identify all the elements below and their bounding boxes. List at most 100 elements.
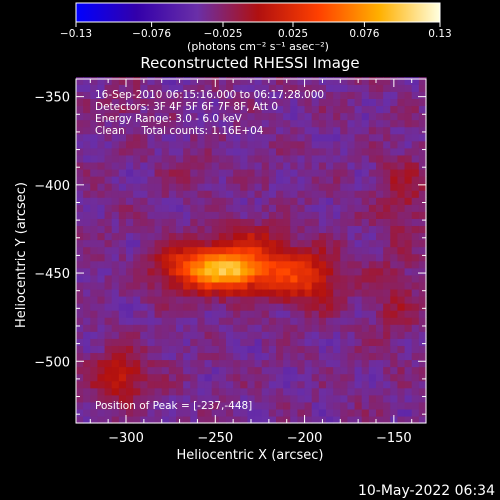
heatmap-cell xyxy=(283,267,291,276)
heatmap-cell xyxy=(390,281,399,290)
heatmap-cell xyxy=(226,133,234,142)
heatmap-cell xyxy=(411,295,420,304)
heatmap-cell xyxy=(326,281,334,290)
heatmap-cell xyxy=(154,176,163,184)
heatmap-cell xyxy=(90,401,99,410)
heatmap-cell xyxy=(83,253,91,262)
heatmap-cell xyxy=(283,288,291,297)
heatmap-cell xyxy=(147,366,156,375)
heatmap-cell xyxy=(311,211,320,219)
heatmap-cell xyxy=(304,126,313,135)
heatmap-cell xyxy=(104,359,113,368)
heatmap-cell xyxy=(147,119,156,128)
heatmap-cell xyxy=(418,352,427,361)
heatmap-cell xyxy=(126,112,134,121)
heatmap-cell xyxy=(111,387,120,396)
heatmap-cell xyxy=(318,190,327,198)
heatmap-cell xyxy=(297,366,306,375)
heatmap-cell xyxy=(404,161,413,170)
heatmap-cell xyxy=(361,253,370,262)
heatmap-cell xyxy=(133,274,141,283)
x-tick-label: −250 xyxy=(197,431,233,446)
heatmap-cell xyxy=(76,288,84,297)
heatmap-cell xyxy=(347,303,356,311)
heatmap-cell xyxy=(161,408,170,417)
heatmap-cell xyxy=(411,154,420,163)
heatmap-cell xyxy=(318,345,327,354)
heatmap-cell xyxy=(268,197,277,205)
heatmap-cell xyxy=(211,267,220,276)
heatmap-cell xyxy=(168,274,177,283)
heatmap-cell xyxy=(268,84,277,92)
heatmap-cell xyxy=(247,84,256,92)
heatmap-cell xyxy=(340,211,349,219)
heatmap-cell xyxy=(311,366,320,375)
heatmap-cell xyxy=(297,401,306,410)
heatmap-cell xyxy=(347,380,356,389)
heatmap-cell xyxy=(304,147,313,156)
heatmap-cell xyxy=(161,91,170,100)
heatmap-cell xyxy=(97,366,106,375)
heatmap-cell xyxy=(197,218,206,227)
heatmap-cell xyxy=(404,317,413,325)
heatmap-cell xyxy=(390,366,399,375)
heatmap-cell xyxy=(197,204,206,212)
heatmap-cell xyxy=(211,218,220,227)
heatmap-cell xyxy=(268,161,277,170)
heatmap-cell xyxy=(397,253,406,262)
heatmap-cell xyxy=(204,324,213,332)
heatmap-cell xyxy=(240,119,249,128)
heatmap-cell xyxy=(133,281,141,290)
heatmap-cell xyxy=(383,415,391,424)
heatmap-cell xyxy=(340,190,349,198)
heatmap-cell xyxy=(126,246,134,255)
heatmap-cell xyxy=(126,380,134,389)
heatmap-cell xyxy=(404,387,413,396)
heatmap-cell xyxy=(147,140,156,149)
heatmap-cell xyxy=(240,232,249,241)
heatmap-cell xyxy=(90,140,99,149)
heatmap-cell xyxy=(233,168,241,177)
heatmap-cell xyxy=(383,260,391,269)
heatmap-cell xyxy=(104,218,113,227)
heatmap-cell xyxy=(76,352,84,361)
heatmap-cell xyxy=(354,239,363,248)
heatmap-cell xyxy=(111,176,120,184)
heatmap-cell xyxy=(204,204,213,212)
heatmap-cell xyxy=(204,366,213,375)
heatmap-cell xyxy=(304,401,313,410)
heatmap-cell xyxy=(418,112,427,121)
heatmap-cell xyxy=(383,176,391,184)
heatmap-cell xyxy=(118,303,127,311)
heatmap-cell xyxy=(390,295,399,304)
heatmap-cell xyxy=(168,183,177,191)
heatmap-cell xyxy=(361,415,370,424)
heatmap-cell xyxy=(204,415,213,424)
heatmap-cell xyxy=(111,310,120,318)
heatmap-cell xyxy=(297,338,306,346)
heatmap-cell xyxy=(390,373,399,382)
heatmap-cell xyxy=(161,380,170,389)
colorbar xyxy=(75,2,441,23)
heatmap-cell xyxy=(283,324,291,332)
heatmap-cell xyxy=(147,98,156,107)
heatmap-cell xyxy=(318,295,327,304)
heatmap-cell xyxy=(326,168,334,177)
heatmap-cell xyxy=(97,190,106,198)
heatmap-cell xyxy=(376,387,384,396)
heatmap-cell xyxy=(226,331,234,339)
heatmap-cell xyxy=(161,119,170,128)
heatmap-cell xyxy=(283,183,291,191)
heatmap-cell xyxy=(104,105,113,114)
heatmap-cell xyxy=(168,345,177,354)
heatmap-cell xyxy=(383,401,391,410)
heatmap-cell xyxy=(133,154,141,163)
heatmap-cell xyxy=(376,246,384,255)
heatmap-cell xyxy=(340,415,349,424)
heatmap-cell xyxy=(233,345,241,354)
heatmap-cell xyxy=(297,274,306,283)
heatmap-cell xyxy=(190,176,199,184)
heatmap-cell xyxy=(361,387,370,396)
heatmap-cell xyxy=(276,204,284,212)
heatmap-cell xyxy=(326,317,334,325)
